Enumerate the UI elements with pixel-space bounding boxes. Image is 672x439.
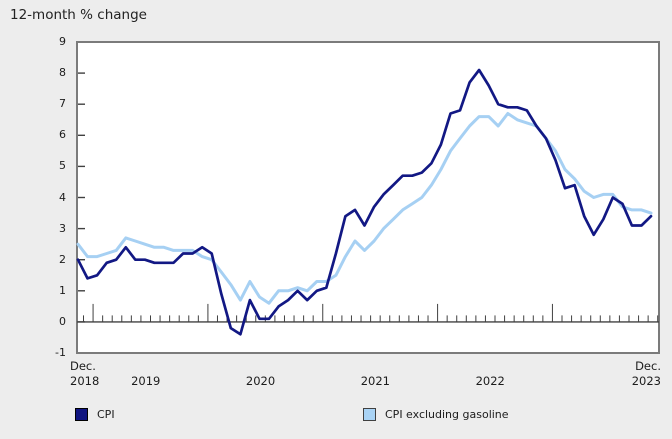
y-axis-label: 8 <box>59 66 66 80</box>
y-axis-label: 4 <box>59 190 66 204</box>
x-axis-start-month-label: Dec. <box>70 359 96 373</box>
cpi-excluding-gasoline-swatch-icon <box>363 407 376 421</box>
legend-item-cpi-excluding-gasoline: CPI excluding gasoline <box>363 406 509 422</box>
x-axis-year-label: 2020 <box>245 374 276 388</box>
legend-label: CPI excluding gasoline <box>385 407 509 421</box>
y-axis-label: 2 <box>59 252 66 266</box>
x-axis-start-year-label: 2018 <box>70 374 100 388</box>
y-axis-label: 0 <box>59 314 66 328</box>
x-axis-year-label: 2021 <box>360 374 391 388</box>
x-axis-end-month-label: Dec. <box>635 359 661 373</box>
line-cpi <box>76 68 653 336</box>
y-axis-label: 6 <box>59 128 66 142</box>
y-axis-label: 5 <box>59 159 66 173</box>
y-axis-label: -1 <box>55 346 66 359</box>
legend-item-cpi: CPI <box>75 406 115 422</box>
x-axis-end-year-label: 2023 <box>631 374 661 388</box>
x-axis-year-label: 2019 <box>131 374 161 388</box>
y-axis-label: 3 <box>59 221 66 235</box>
legend-label: CPI <box>97 407 115 421</box>
chart-title: 12-month % change <box>10 7 147 23</box>
plot-area <box>76 41 660 354</box>
y-axis-label: 1 <box>59 283 66 297</box>
line-cpi-excluding-gasoline <box>76 112 653 305</box>
cpi-swatch-icon <box>75 407 88 421</box>
y-axis-label: 7 <box>59 97 66 111</box>
x-axis-year-label: 2022 <box>475 374 505 388</box>
y-axis-label: 9 <box>59 35 66 48</box>
legend: CPI CPI excluding gasoline <box>0 406 672 424</box>
